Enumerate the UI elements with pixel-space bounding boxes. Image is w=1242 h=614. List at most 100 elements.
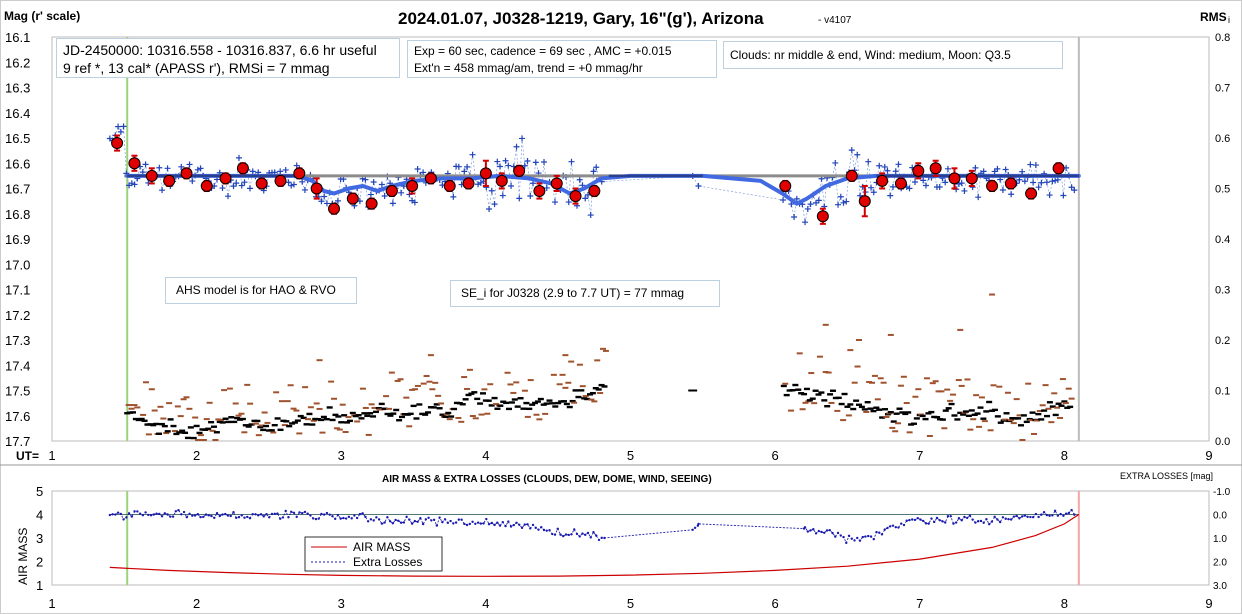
raw-data-point: [835, 201, 842, 208]
extra-losses-point: [993, 515, 996, 519]
rms-brown-dash: [177, 415, 184, 418]
rms-dash: [809, 397, 816, 400]
extra-losses-point: [515, 521, 518, 524]
extra-losses-point: [328, 513, 331, 516]
rms-brown-dash: [1062, 402, 1069, 405]
rms-dash: [358, 417, 365, 420]
extra-losses-point: [834, 535, 837, 538]
x-tick-label: 4: [482, 448, 489, 463]
extra-losses-point: [185, 515, 188, 519]
extra-losses-point: [836, 531, 840, 535]
extra-losses-point: [465, 523, 469, 527]
extra-losses-point: [410, 522, 414, 525]
rms-brown-dash: [1016, 414, 1023, 417]
bottom-y2-tick-label: -1.0: [1213, 487, 1231, 498]
x-tick-label: 3: [338, 448, 345, 463]
rms-dash: [387, 414, 394, 417]
extra-losses-point: [845, 541, 848, 545]
extra-losses-point: [1031, 515, 1035, 519]
rms-brown-dash: [782, 382, 789, 385]
raw-data-point: [906, 185, 913, 192]
rms-dash: [338, 421, 345, 424]
rms-dash: [271, 423, 278, 427]
extra-losses-point: [460, 518, 463, 521]
rms-dash: [997, 421, 1004, 424]
rms-dash: [442, 415, 449, 419]
extra-losses-point: [353, 514, 356, 517]
rms-brown-dash: [284, 400, 291, 403]
bottom-x-tick-label: 6: [772, 596, 779, 611]
binned-data-point: [569, 190, 582, 203]
rms-dash: [592, 386, 599, 390]
y2-tick-label: 0.6: [1215, 133, 1230, 145]
extra-losses-point: [270, 512, 274, 516]
raw-data-point: [527, 192, 534, 199]
raw-data-point: [389, 200, 396, 207]
rms-dash: [951, 414, 958, 417]
extra-losses-point: [842, 535, 845, 539]
rms-dash: [436, 407, 443, 410]
y2-tick-label: 0.2: [1215, 335, 1230, 347]
rms-brown-dash: [981, 420, 988, 423]
bottom-chart-title: AIR MASS & EXTRA LOSSES (CLOUDS, DEW, DO…: [382, 474, 712, 485]
extra-losses-point: [243, 516, 246, 519]
rms-brown-dash: [200, 438, 207, 441]
rms-brown-dash: [559, 373, 566, 376]
right-axis-title-sub: i: [1228, 15, 1230, 25]
rms-dash: [1023, 420, 1030, 424]
extra-losses-point: [419, 516, 422, 520]
extra-losses-point: [405, 515, 408, 519]
rms-dash: [306, 412, 313, 416]
raw-data-point: [225, 193, 232, 200]
rms-dash: [274, 417, 281, 420]
rms-brown-dash: [469, 415, 476, 418]
binned-data-point: [1004, 177, 1017, 190]
extra-losses-point: [597, 538, 601, 542]
rms-dash: [491, 396, 498, 400]
extra-losses-point: [479, 522, 483, 525]
rms-brown-dash: [990, 384, 997, 387]
raw-data-point: [876, 162, 883, 169]
extra-losses-point: [1034, 512, 1038, 516]
extra-losses-point: [276, 512, 279, 515]
rms-dash: [853, 399, 860, 402]
bottom-y-tick-label: 4: [36, 508, 43, 523]
rms-dash: [465, 393, 472, 397]
rms-brown-dash: [970, 418, 977, 421]
extra-losses-point: [573, 528, 576, 531]
rms-brown-dash: [915, 388, 922, 391]
rms-dash: [176, 431, 183, 434]
extra-losses-point: [394, 518, 397, 522]
binned-data-point: [876, 174, 889, 187]
rms-dash: [511, 398, 518, 401]
rms-dash: [248, 423, 255, 426]
raw-data-point: [288, 182, 295, 189]
extra-losses-point: [872, 537, 875, 541]
rms-dash: [893, 412, 900, 415]
rms-dash: [370, 415, 377, 418]
rms-brown-dash: [264, 421, 271, 424]
raw-data-point: [1052, 177, 1059, 184]
extra-losses-point: [927, 522, 930, 525]
rms-dash: [1055, 402, 1062, 405]
extra-losses-point: [265, 512, 268, 516]
extra-losses-point: [954, 521, 958, 524]
raw-data-point: [194, 166, 201, 173]
rms-dash: [879, 416, 886, 419]
rms-brown-dash: [197, 434, 204, 437]
rms-dash: [187, 426, 194, 429]
bottom-y2-tick-label: 0.0: [1213, 511, 1227, 522]
raw-data-point: [516, 195, 523, 202]
rms-dash: [566, 405, 573, 409]
extra-losses-point: [919, 518, 922, 521]
bottom-right-axis-title: EXTRA LOSSES [mag]: [1120, 471, 1213, 481]
extra-losses-point: [259, 513, 263, 516]
rms-brown-dash: [582, 395, 589, 398]
rms-brown-dash: [420, 382, 427, 385]
rms-dash: [320, 415, 327, 419]
rms-dash: [1067, 405, 1074, 409]
rms-dash: [806, 399, 813, 402]
raw-data-point: [378, 181, 385, 188]
binned-data-point: [200, 179, 213, 192]
